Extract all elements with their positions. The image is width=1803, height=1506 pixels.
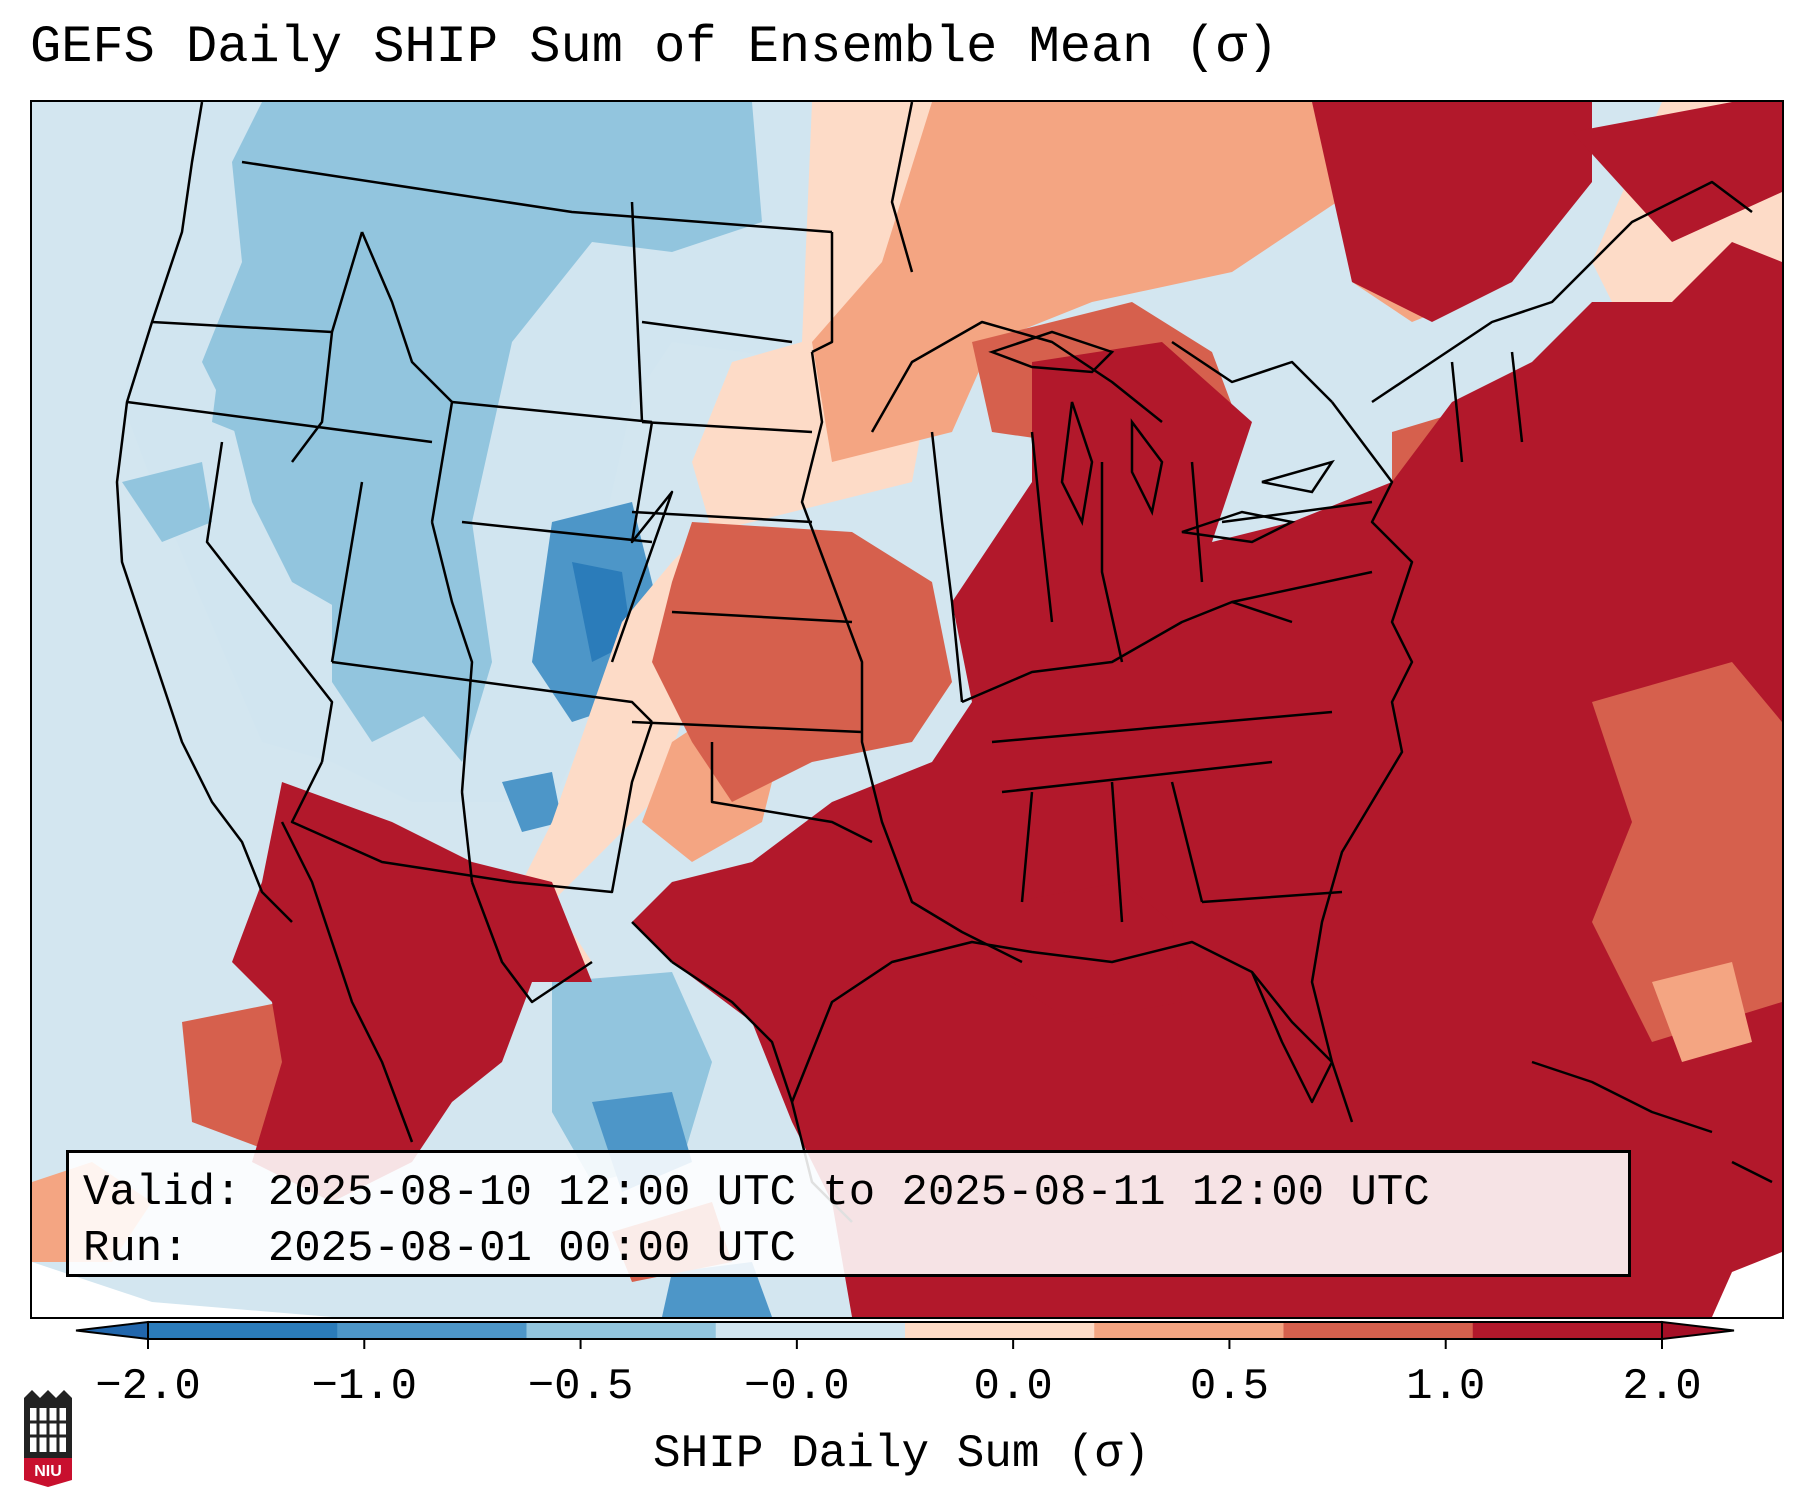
map-title: GEFS Daily SHIP Sum of Ensemble Mean (σ) [30,18,1279,77]
colorbar-tick-label: −0.5 [527,1362,634,1412]
colorbar-segment [148,1322,338,1339]
colorbar-over-extend [1661,1320,1735,1341]
svg-text:NIU: NIU [34,1463,62,1480]
niu-logo: NIU [24,1390,72,1487]
colorbar-segment [715,1322,906,1339]
run-value: 2025-08-01 00:00 UTC [267,1224,796,1274]
run-label: Run: [83,1224,189,1274]
colorbar-tick-label: 0.0 [973,1362,1053,1412]
colorbar-segment [905,1322,1095,1339]
valid-value: 2025-08-10 12:00 UTC to 2025-08-11 12:00… [267,1168,1430,1218]
colorbar-segment [1472,1322,1663,1339]
colorbar-tick-label: 0.5 [1189,1362,1270,1412]
colorbar-segment [1094,1322,1284,1339]
state-boundaries [115,102,1773,1223]
valid-label: Valid: [83,1168,242,1218]
colorbar-segment [526,1322,717,1339]
anomaly-field [32,102,1782,1317]
colorbar-label: SHIP Daily Sum (σ) [653,1428,1150,1480]
colorbar-tick-label: 1.0 [1406,1362,1486,1412]
colorbar-tick-label: −1.0 [311,1362,418,1412]
map-panel [30,100,1784,1319]
colorbar-tick-label: 2.0 [1622,1362,1702,1412]
colorbar-segment [337,1322,527,1339]
colorbar-segment [1283,1322,1474,1339]
great-lakes [988,330,1335,544]
colorbar-tick-label: −0.0 [744,1362,850,1412]
colorbar-border [147,1321,1663,1340]
colorbar-under-extend [75,1320,149,1341]
colorbar-tick-label: −2.0 [95,1362,201,1412]
valid-time-box: Valid: 2025-08-10 12:00 UTC to 2025-08-1… [66,1150,1631,1277]
